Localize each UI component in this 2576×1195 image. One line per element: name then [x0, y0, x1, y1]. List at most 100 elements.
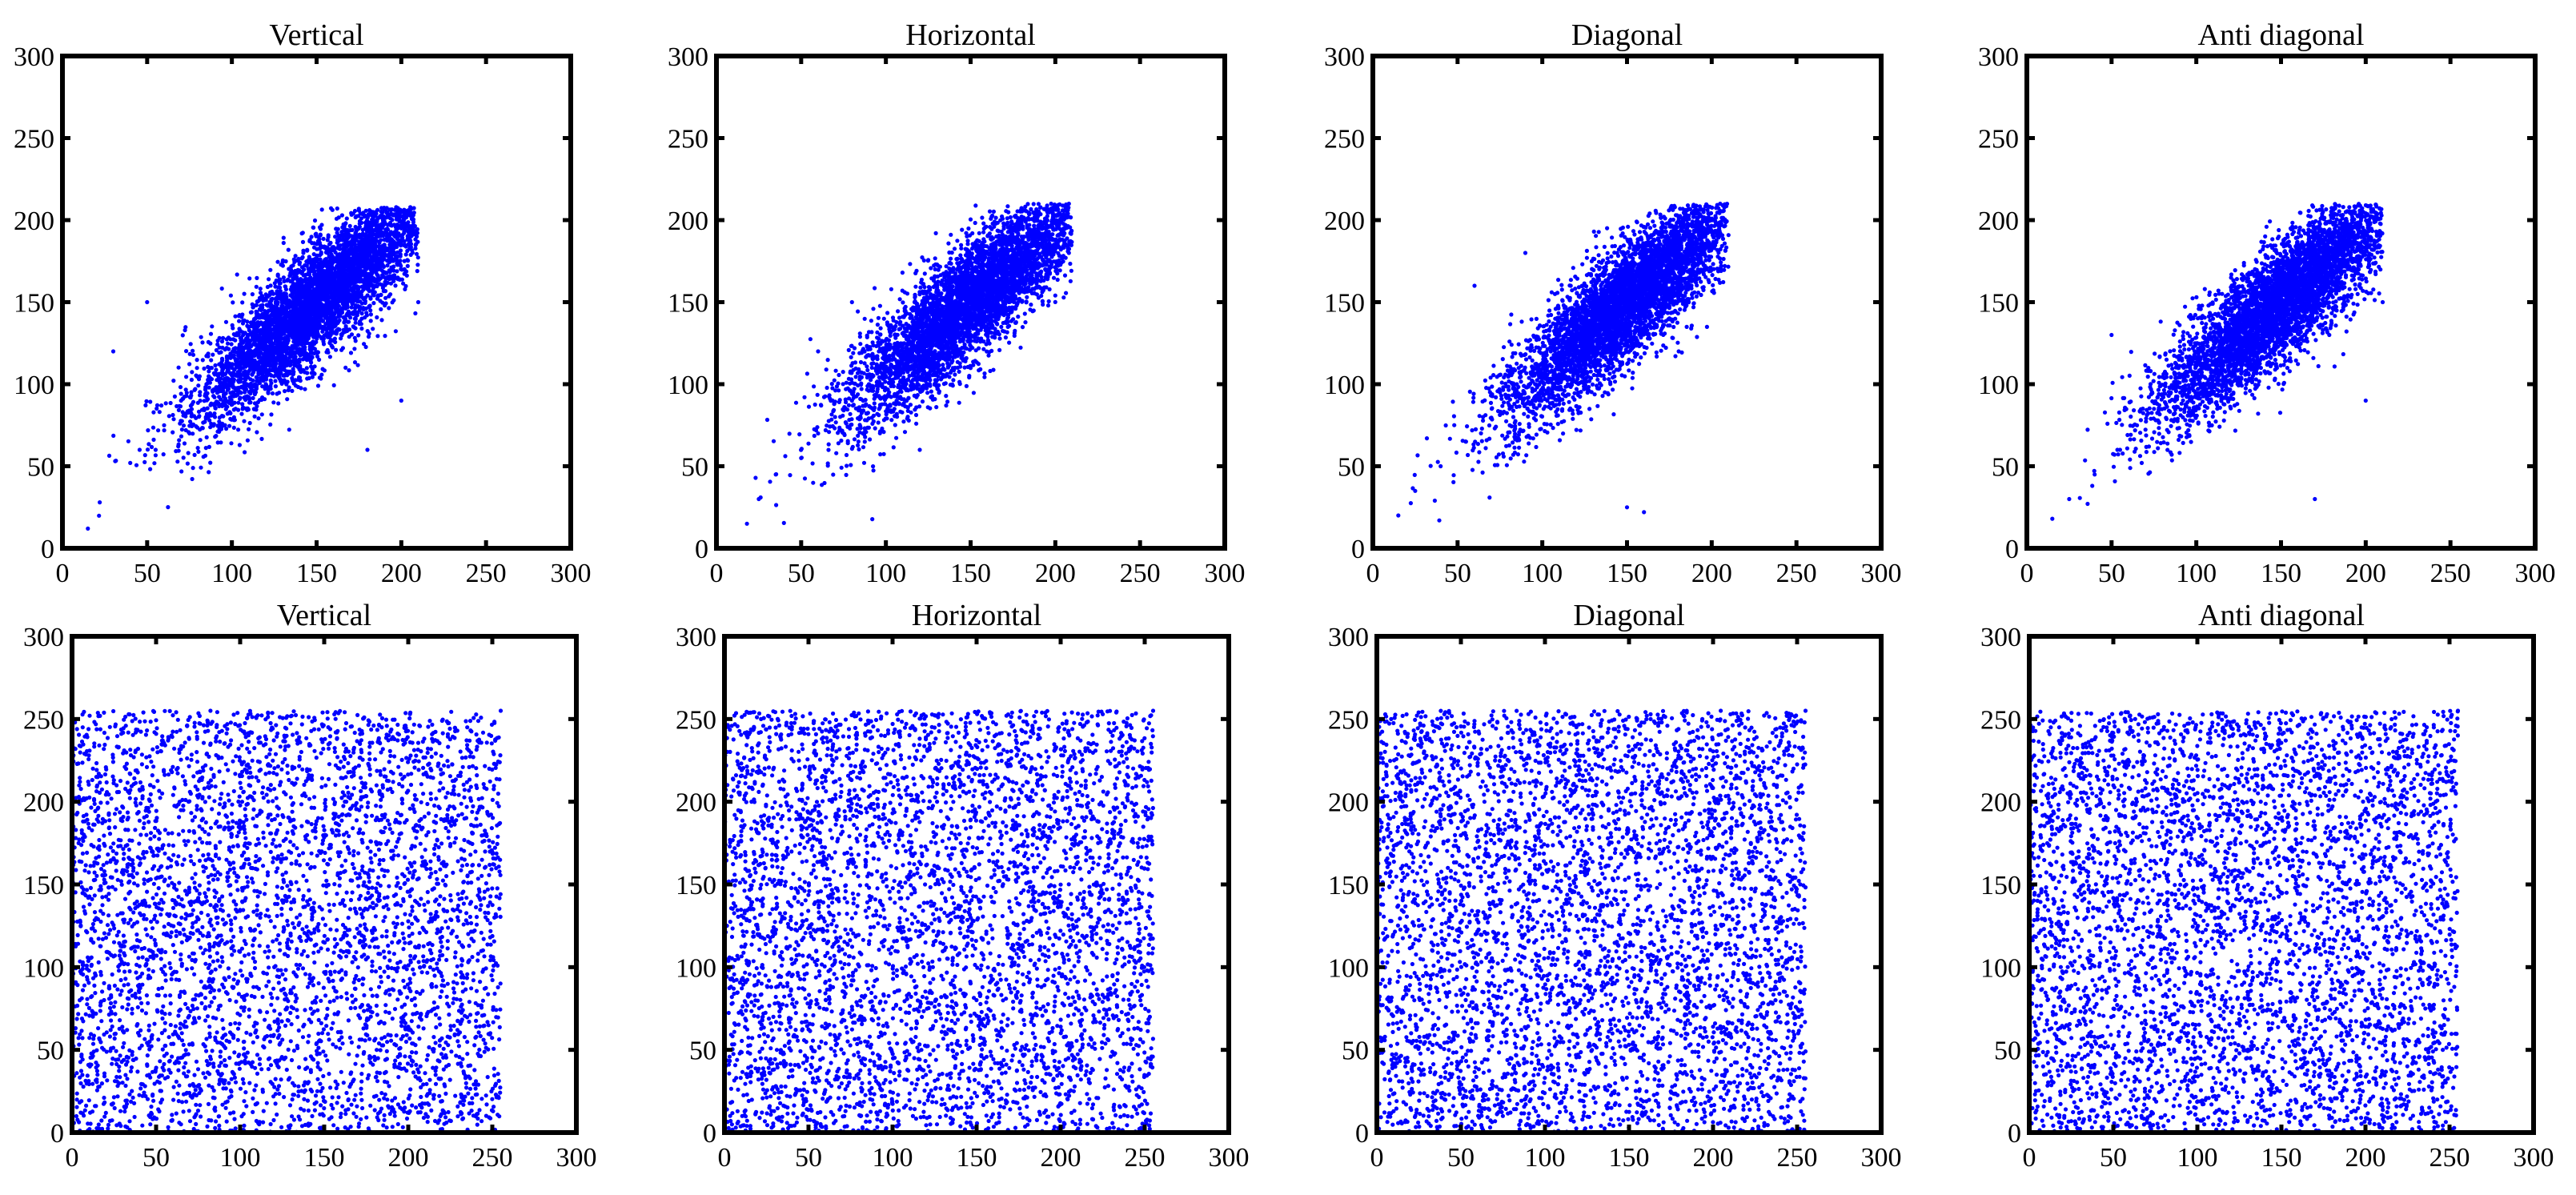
data-point	[247, 427, 251, 431]
data-point	[291, 379, 295, 383]
data-point	[270, 391, 275, 396]
data-point	[278, 377, 283, 382]
data-point	[191, 422, 196, 427]
data-point	[263, 348, 268, 353]
data-point	[235, 372, 240, 378]
data-point	[335, 227, 340, 231]
data-point	[217, 351, 222, 355]
data-point	[339, 333, 344, 338]
data-point	[374, 283, 379, 289]
data-point	[183, 387, 188, 392]
data-point	[227, 423, 232, 428]
data-point	[303, 272, 308, 277]
data-point	[343, 291, 348, 295]
data-point	[194, 373, 199, 378]
data-point	[256, 355, 261, 360]
data-point	[230, 400, 235, 405]
data-point	[111, 433, 116, 439]
data-point	[179, 469, 184, 474]
data-point	[373, 227, 378, 232]
data-point	[208, 425, 213, 430]
data-points	[86, 205, 421, 531]
data-point	[337, 263, 342, 269]
data-point	[237, 319, 242, 323]
data-point	[271, 400, 276, 405]
data-point	[328, 206, 334, 211]
data-point	[343, 318, 347, 323]
data-point	[260, 377, 265, 383]
data-point	[240, 321, 246, 326]
data-point	[323, 250, 328, 255]
data-point	[413, 246, 418, 251]
data-point	[225, 341, 231, 346]
data-point	[227, 354, 231, 359]
data-point	[398, 252, 403, 257]
data-point	[309, 364, 314, 369]
data-point	[368, 249, 373, 254]
data-point	[295, 350, 299, 355]
data-point	[303, 314, 308, 319]
data-point	[371, 292, 376, 297]
data-point	[312, 347, 317, 351]
data-point	[409, 216, 414, 222]
data-point	[250, 372, 255, 377]
data-point	[154, 406, 159, 411]
data-point	[207, 385, 211, 390]
data-point	[334, 347, 339, 352]
data-point	[859, 387, 864, 391]
data-point	[381, 289, 386, 294]
data-point	[333, 273, 338, 278]
data-point	[319, 376, 323, 381]
data-point	[317, 264, 322, 269]
data-point	[275, 372, 280, 377]
data-point	[375, 239, 379, 243]
x-tick-label: 200	[381, 559, 422, 588]
data-point	[393, 329, 398, 334]
data-point	[388, 281, 393, 286]
data-point	[351, 311, 357, 316]
data-point	[214, 434, 219, 439]
data-point	[254, 284, 259, 289]
data-point	[192, 452, 197, 458]
data-point	[367, 304, 372, 309]
data-point	[283, 259, 288, 264]
data-point	[254, 387, 259, 391]
data-point	[415, 227, 420, 232]
data-point	[320, 311, 325, 315]
data-point	[1023, 320, 1028, 325]
data-point	[385, 263, 390, 268]
data-point	[282, 326, 287, 331]
data-point	[126, 439, 130, 443]
data-point	[310, 375, 315, 379]
data-point	[207, 380, 212, 385]
data-point	[361, 251, 366, 256]
data-point	[181, 455, 186, 460]
data-point	[399, 398, 403, 403]
data-point	[267, 359, 272, 363]
data-point	[225, 369, 230, 374]
data-point	[217, 335, 222, 340]
data-point	[243, 344, 248, 349]
data-point	[208, 460, 213, 465]
data-point	[222, 392, 227, 397]
data-point	[176, 365, 181, 370]
data-point	[266, 303, 271, 308]
data-point	[370, 256, 375, 261]
data-point	[239, 385, 243, 390]
data-point	[396, 231, 401, 236]
data-point	[159, 403, 164, 408]
data-point	[360, 278, 365, 283]
data-point	[275, 300, 280, 305]
data-point	[291, 283, 295, 287]
data-point	[188, 419, 193, 424]
data-point	[240, 312, 245, 317]
data-point	[403, 252, 408, 257]
data-point	[321, 285, 326, 290]
data-point	[368, 296, 373, 301]
data-point	[336, 215, 341, 220]
data-point	[262, 321, 267, 326]
data-point	[311, 252, 316, 257]
data-point	[359, 295, 364, 299]
data-point	[415, 269, 419, 274]
data-point	[191, 399, 196, 404]
